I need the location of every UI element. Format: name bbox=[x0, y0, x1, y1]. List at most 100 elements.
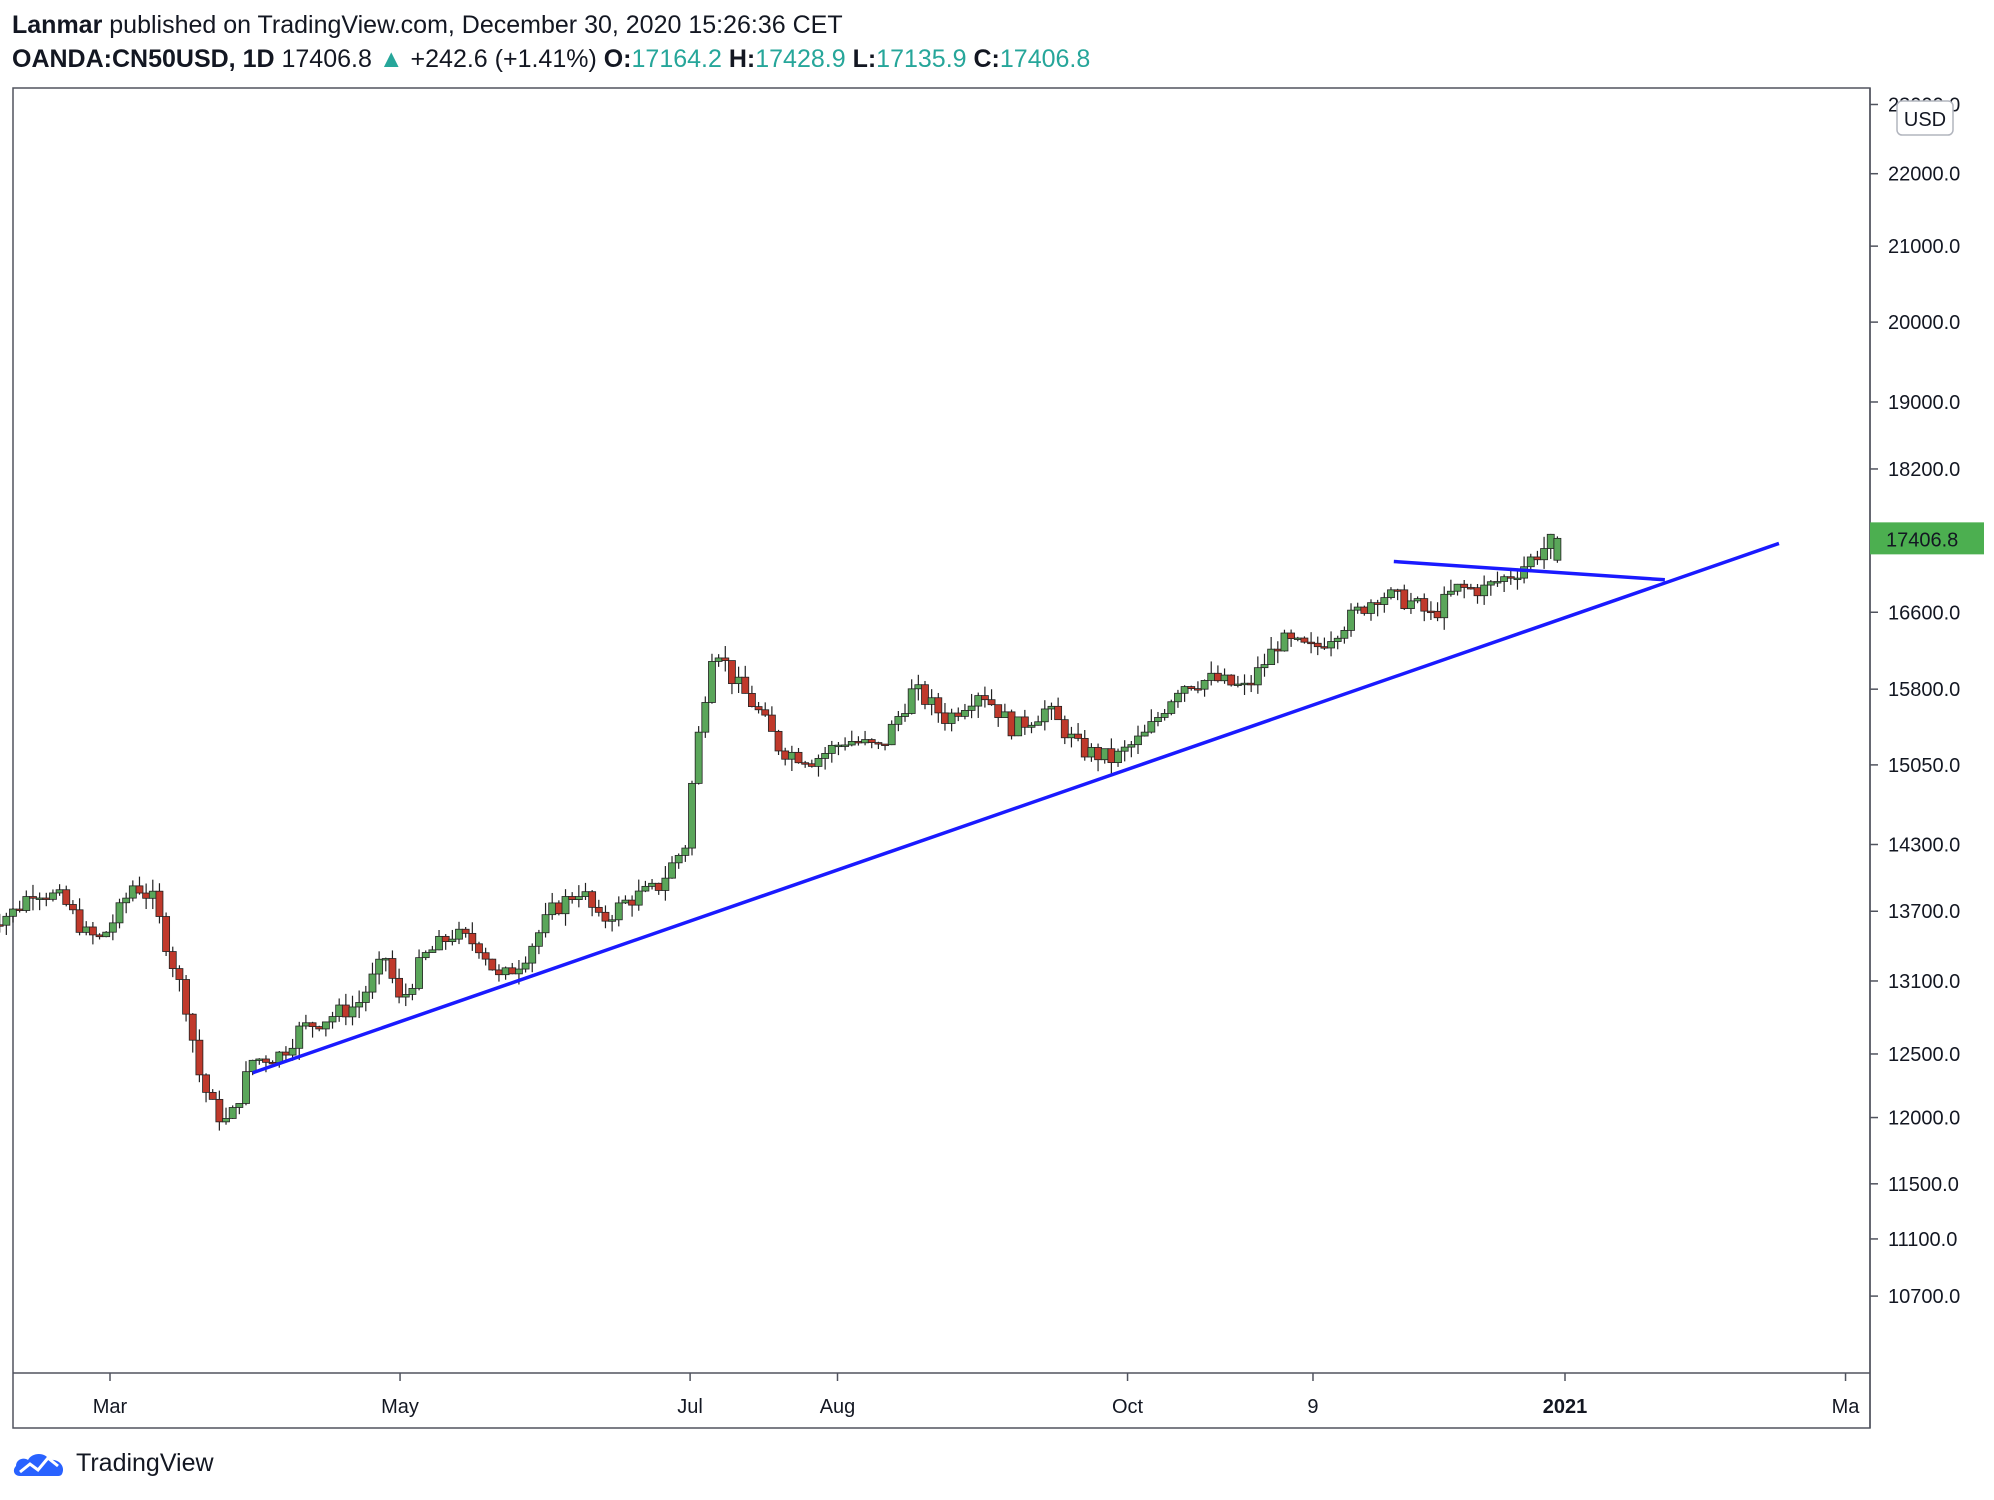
candle bbox=[388, 950, 397, 984]
candle bbox=[1060, 715, 1069, 745]
candle bbox=[814, 754, 823, 777]
candle bbox=[881, 743, 889, 751]
candle bbox=[375, 951, 384, 985]
candle bbox=[594, 899, 603, 917]
candle bbox=[688, 780, 696, 856]
candle-body bbox=[614, 902, 623, 921]
candle bbox=[1453, 583, 1462, 596]
candle-body bbox=[475, 943, 483, 954]
candle bbox=[1293, 636, 1302, 642]
candle bbox=[1027, 722, 1036, 734]
candle bbox=[1160, 708, 1169, 721]
candle-body bbox=[1100, 748, 1109, 761]
candle bbox=[1067, 726, 1076, 748]
candle-body bbox=[1147, 721, 1156, 733]
candle-body bbox=[1486, 581, 1495, 586]
candle-body bbox=[361, 991, 370, 1003]
candle-body bbox=[534, 932, 543, 947]
price-tick-label: 15800.0 bbox=[1888, 679, 1960, 701]
candle-body bbox=[461, 928, 470, 934]
candle-body bbox=[1167, 701, 1176, 714]
candle-body bbox=[1533, 556, 1542, 561]
time-tick-label: Jul bbox=[677, 1396, 703, 1418]
candle-body bbox=[1140, 731, 1149, 737]
candle bbox=[521, 956, 530, 973]
candle bbox=[328, 1011, 337, 1029]
candle-body bbox=[308, 1022, 317, 1027]
candle-body bbox=[1247, 682, 1256, 686]
candle-body bbox=[721, 657, 730, 661]
close-label: C: bbox=[973, 45, 1000, 73]
candle-body bbox=[1267, 648, 1276, 665]
time-tick-label: 2021 bbox=[1543, 1396, 1588, 1418]
candle-body bbox=[1526, 556, 1535, 568]
candle bbox=[1074, 723, 1082, 742]
candle bbox=[1207, 661, 1216, 686]
candle-body bbox=[1380, 597, 1389, 605]
candle-body bbox=[621, 899, 630, 904]
candle bbox=[1094, 743, 1102, 772]
candle bbox=[1227, 674, 1236, 687]
symbol-line: OANDA:CN50USD, 1D 17406.8 ▲ +242.6 (+1.4… bbox=[12, 42, 1090, 76]
currency-badge[interactable]: USD bbox=[1896, 100, 1954, 136]
candle-body bbox=[202, 1074, 210, 1093]
candle bbox=[321, 1021, 330, 1037]
candle-body bbox=[2, 915, 11, 926]
candle-body bbox=[821, 753, 830, 759]
candle bbox=[1140, 724, 1149, 737]
candle-body bbox=[142, 892, 151, 899]
candle bbox=[634, 879, 643, 911]
price-tick-label: 13700.0 bbox=[1888, 901, 1960, 923]
price-axis[interactable]: 23000.022000.021000.020000.019000.018200… bbox=[1870, 94, 1960, 1308]
trendline[interactable] bbox=[252, 541, 1780, 1075]
candle bbox=[901, 703, 909, 722]
candle-body bbox=[541, 914, 550, 934]
candle-body bbox=[1127, 744, 1136, 748]
candle bbox=[401, 983, 410, 1007]
candle-body bbox=[1400, 589, 1409, 609]
candle-body bbox=[1280, 632, 1289, 652]
candle bbox=[361, 985, 370, 1012]
candle-body bbox=[748, 692, 756, 707]
candle-body bbox=[834, 744, 843, 748]
candle-body bbox=[641, 885, 650, 892]
candle-body bbox=[1134, 735, 1142, 746]
candle-body bbox=[1000, 711, 1009, 718]
candle bbox=[102, 931, 111, 938]
candle bbox=[195, 1029, 204, 1083]
candle bbox=[1347, 603, 1355, 637]
candle-body bbox=[341, 1004, 350, 1018]
candle bbox=[787, 745, 796, 772]
candle-body bbox=[495, 969, 503, 976]
candle bbox=[475, 941, 483, 959]
candle bbox=[861, 730, 869, 746]
candle-body bbox=[122, 897, 131, 904]
symbol-name[interactable]: OANDA:CN50USD, 1D bbox=[12, 45, 275, 73]
candle-body bbox=[1034, 721, 1043, 726]
candle bbox=[1546, 533, 1555, 559]
candle bbox=[228, 1105, 237, 1119]
time-axis[interactable]: Mar May Jul Aug Oct 9 2021 Ma bbox=[93, 1373, 1861, 1418]
candle-body bbox=[1540, 548, 1548, 561]
author-name[interactable]: Lanmar bbox=[12, 11, 103, 39]
price-tick-label: 11500.0 bbox=[1888, 1174, 1959, 1196]
price-tick-label: 14300.0 bbox=[1888, 834, 1960, 856]
tradingview-logo[interactable]: TradingView bbox=[12, 1446, 214, 1480]
candle-body bbox=[827, 744, 836, 754]
candle-body bbox=[195, 1039, 204, 1076]
candle bbox=[1360, 605, 1369, 616]
time-tick-label: Aug bbox=[820, 1396, 856, 1418]
trendline[interactable] bbox=[1393, 559, 1665, 582]
candle-body bbox=[1407, 600, 1415, 609]
candle bbox=[1040, 700, 1049, 731]
candle bbox=[541, 902, 550, 938]
tradingview-cloud-icon bbox=[13, 1454, 64, 1476]
candle bbox=[1154, 711, 1162, 727]
candle-body bbox=[1327, 641, 1335, 649]
candle-body bbox=[668, 862, 676, 879]
candle-body bbox=[262, 1058, 270, 1063]
candle bbox=[421, 950, 430, 961]
candle bbox=[162, 912, 171, 957]
candle bbox=[648, 879, 656, 890]
